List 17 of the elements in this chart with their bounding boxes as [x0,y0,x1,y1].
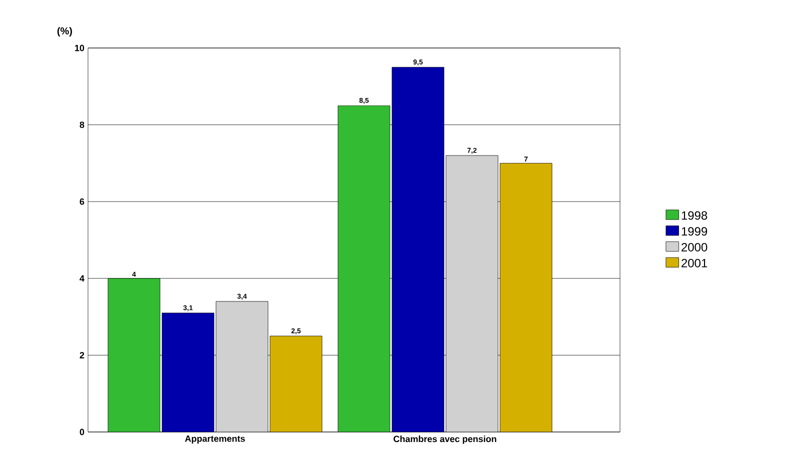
bar [446,155,498,432]
y-tick-label: 2 [80,352,84,358]
legend-label: 2000 [682,242,708,252]
bar [270,336,322,432]
y-tick-label: 4 [80,275,84,282]
x-tick-label: Appartements [184,436,245,444]
y-tick-label: 8 [80,122,84,128]
bar [216,301,268,432]
x-tick-label: Chambres avec pension [394,436,496,444]
bar [500,162,552,432]
legend-label: 2001 [682,258,708,268]
y-axis-title: (%) [57,27,72,36]
legend-label: 1998 [682,211,708,220]
y-tick-label: 10 [75,44,84,52]
y-tick-label: 6 [80,198,84,205]
y-tick-label: 0 [80,428,84,436]
legend-label: 1999 [682,227,708,236]
